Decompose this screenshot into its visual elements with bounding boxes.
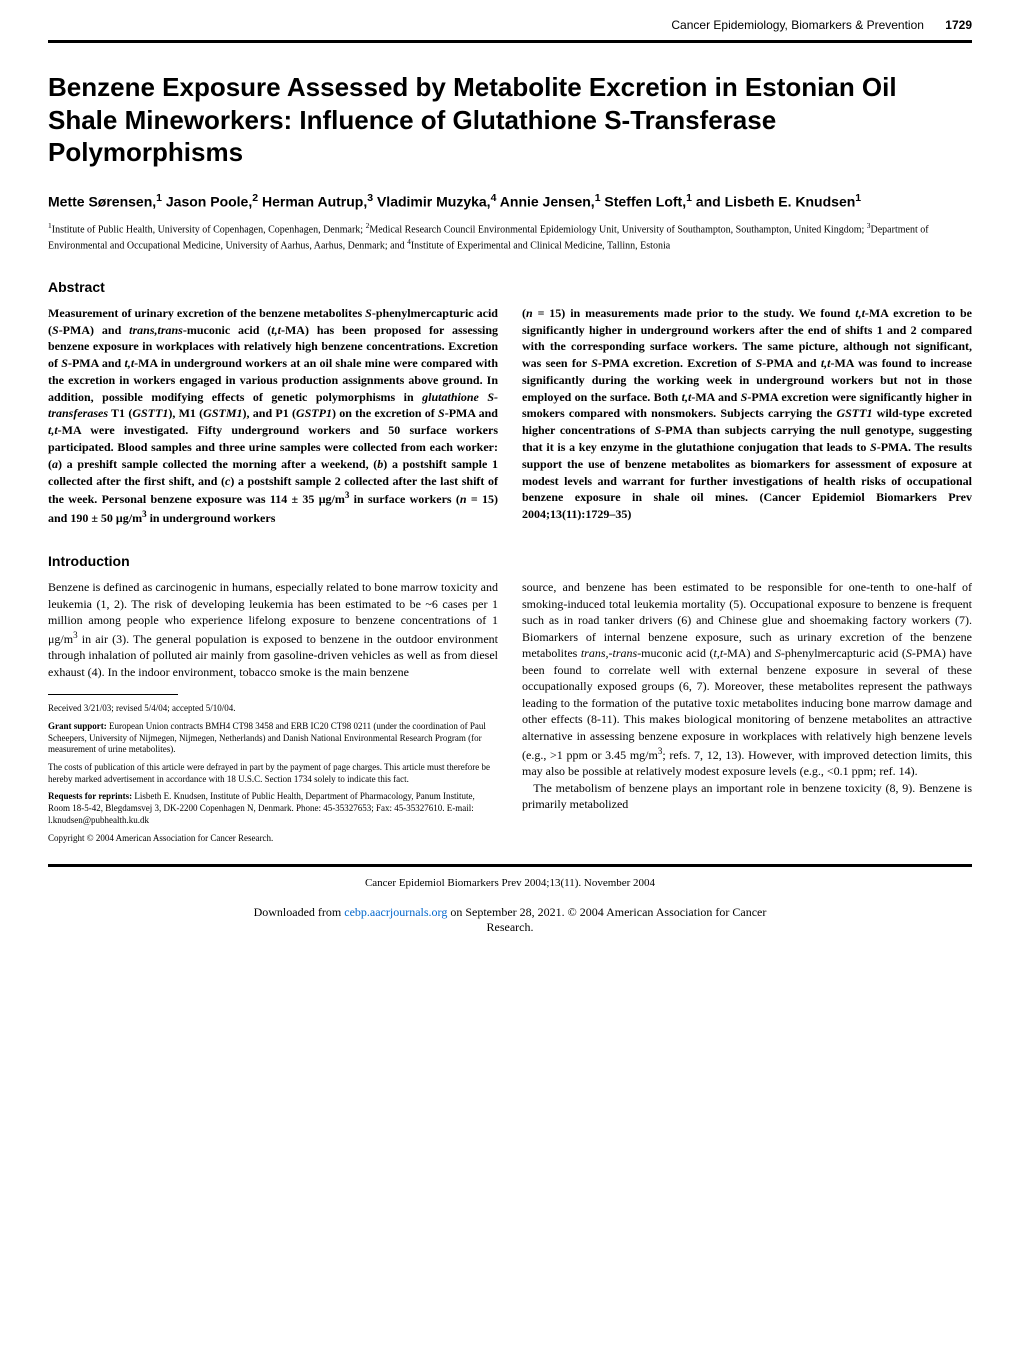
footnote-copyright: Copyright © 2004 American Association fo… [48, 833, 498, 845]
introduction-heading: Introduction [48, 553, 972, 569]
running-header: Cancer Epidemiology, Biomarkers & Preven… [0, 0, 1020, 40]
footnote-rule [48, 694, 178, 695]
abstract-col-left: Measurement of urinary excretion of the … [48, 305, 498, 527]
author-list: Mette Sørensen,1 Jason Poole,2 Herman Au… [48, 191, 972, 212]
header-rule [48, 40, 972, 43]
footnote-grant: Grant support: European Union contracts … [48, 721, 498, 756]
affiliations: 1Institute of Public Health, University … [48, 221, 972, 253]
download-middle: on September 28, 2021. © 2004 American A… [447, 905, 766, 919]
footnote-received: Received 3/21/03; revised 5/4/04; accept… [48, 703, 498, 715]
journal-name: Cancer Epidemiology, Biomarkers & Preven… [671, 18, 924, 32]
abstract-col-right: (n = 15) in measurements made prior to t… [522, 305, 972, 527]
page-number: 1729 [945, 18, 972, 32]
footnotes: Received 3/21/03; revised 5/4/04; accept… [48, 703, 498, 844]
introduction-body-left: Benzene is defined as carcinogenic in hu… [48, 579, 498, 680]
introduction-columns: Benzene is defined as carcinogenic in hu… [48, 579, 972, 850]
footnote-reprints: Requests for reprints: Lisbeth E. Knudse… [48, 791, 498, 826]
download-notice: Downloaded from cebp.aacrjournals.org on… [0, 905, 1020, 951]
introduction-section: Introduction Benzene is defined as carci… [48, 553, 972, 850]
footer-rule [48, 864, 972, 867]
abstract-columns: Measurement of urinary excretion of the … [48, 305, 972, 527]
download-link[interactable]: cebp.aacrjournals.org [344, 905, 447, 919]
download-prefix: Downloaded from [254, 905, 345, 919]
abstract-heading: Abstract [48, 279, 972, 295]
introduction-col-left: Benzene is defined as carcinogenic in hu… [48, 579, 498, 850]
abstract-section: Abstract Measurement of urinary excretio… [48, 279, 972, 527]
article-title: Benzene Exposure Assessed by Metabolite … [48, 71, 972, 169]
issue-line: Cancer Epidemiol Biomarkers Prev 2004;13… [0, 877, 1020, 889]
introduction-col-right: source, and benzene has been estimated t… [522, 579, 972, 850]
download-suffix: Research. [487, 920, 534, 934]
introduction-body-right: source, and benzene has been estimated t… [522, 579, 972, 813]
footnote-costs: The costs of publication of this article… [48, 762, 498, 785]
